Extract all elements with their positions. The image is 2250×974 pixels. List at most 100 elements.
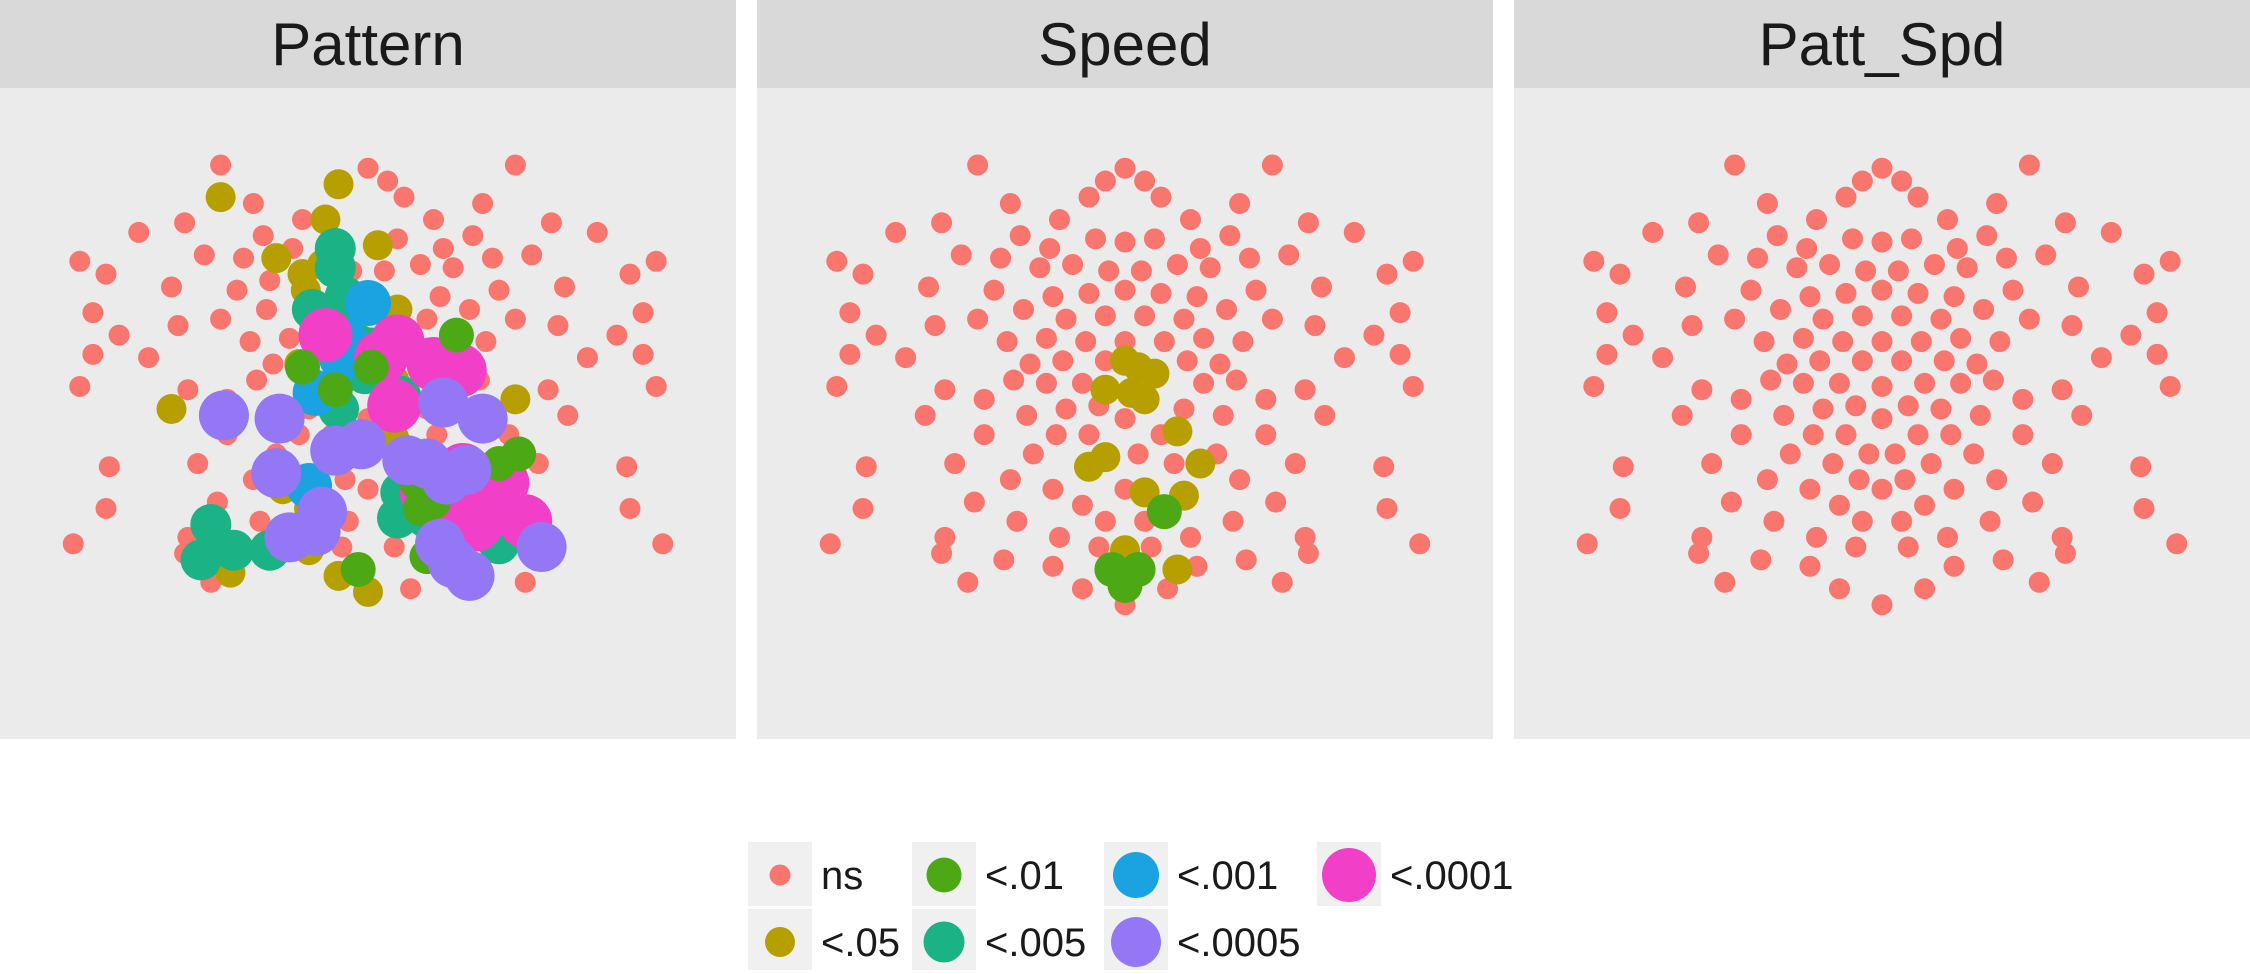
electrode-point	[373, 260, 395, 282]
electrode-point	[2054, 212, 2076, 234]
electrode-point	[167, 314, 189, 336]
electrode-point	[297, 486, 348, 537]
electrode-point	[1185, 448, 1216, 479]
electrode-point	[1078, 424, 1100, 446]
electrode-point	[1098, 260, 1120, 282]
electrode-point	[1134, 305, 1156, 327]
legend-svg: ns <.01 <.001 <.0001 <.05 <.005 <.0005	[748, 842, 1513, 970]
electrode-point	[1933, 350, 1955, 372]
electrode-point	[619, 497, 641, 519]
electrode-point	[442, 257, 464, 279]
electrode-point	[213, 529, 255, 571]
electrode-point	[2120, 324, 2142, 346]
electrode-point	[2028, 571, 2050, 593]
electrode-point	[852, 497, 874, 519]
electrode-point	[1851, 350, 1873, 372]
electrode-point	[187, 453, 209, 475]
electrode-point	[1140, 536, 1162, 558]
electrode-point	[1835, 424, 1857, 446]
electrode-point	[472, 193, 494, 215]
electrode-point	[934, 526, 956, 548]
electrode-point	[1612, 456, 1634, 478]
electrode-point	[918, 276, 939, 298]
electrode-point	[957, 571, 979, 593]
electrode-point	[1707, 244, 1729, 266]
electrode-point	[1193, 372, 1215, 394]
electrode-point	[1756, 469, 1778, 491]
electrode-point	[1088, 536, 1110, 558]
electrode-point	[1799, 555, 1821, 577]
electrode-point	[2166, 533, 2188, 555]
facet-pattern: Pattern	[0, 0, 736, 739]
electrode-point	[1858, 443, 1880, 465]
electrode-point	[1049, 209, 1070, 231]
electrode-point	[1828, 494, 1850, 516]
electrode-point	[1078, 186, 1100, 208]
electrode-point	[1146, 494, 1182, 530]
electrode-point	[406, 337, 461, 392]
electrode-point	[1871, 408, 1893, 430]
electrode-point	[82, 302, 104, 324]
electrode-point	[2041, 453, 2063, 475]
electrode-point	[1238, 247, 1260, 269]
electrode-point	[819, 533, 841, 555]
electrode-point	[1675, 276, 1696, 298]
electrode-point	[839, 343, 861, 365]
electrode-point	[1255, 424, 1277, 446]
electrode-point	[2159, 250, 2181, 272]
electrode-point	[826, 375, 848, 397]
electrode-point	[1851, 305, 1873, 327]
electrode-point	[1006, 510, 1028, 532]
electrode-point	[1950, 327, 1972, 349]
electrode-point	[1914, 578, 1936, 600]
electrode-point	[914, 404, 936, 426]
electrode-point	[1930, 308, 1952, 330]
electrode-point	[205, 182, 236, 213]
electrode-point	[1073, 451, 1104, 482]
electrode-point	[357, 157, 379, 179]
electrode-point	[292, 209, 313, 231]
electrode-point	[1297, 542, 1319, 564]
electrode-point	[1845, 395, 1867, 417]
electrode-point	[1894, 469, 1916, 491]
electrode-point	[2159, 375, 2181, 397]
electrode-point	[1284, 453, 1306, 475]
electrode-point	[1265, 491, 1287, 513]
electrode-point	[1042, 286, 1064, 308]
electrode-point	[1062, 254, 1084, 275]
electrode-point	[1127, 443, 1149, 465]
electrode-point	[1956, 257, 1978, 279]
electrode-point	[1848, 469, 1870, 491]
electrode-point	[2068, 276, 2089, 298]
electrode-point	[82, 343, 104, 365]
electrode-point	[1019, 353, 1041, 375]
electrode-point	[1055, 308, 1077, 330]
electrode-point	[895, 347, 917, 369]
electrode-point	[255, 298, 277, 320]
electrode-point	[193, 244, 215, 266]
electrode-point	[1642, 221, 1664, 243]
electrode-point	[2012, 388, 2034, 410]
electrode-point	[1078, 282, 1100, 304]
electrode-point	[310, 204, 341, 235]
electrode-point	[1871, 594, 1893, 616]
electrode-point	[1139, 358, 1170, 389]
electrode-point	[1691, 379, 1713, 401]
legend-label: ns	[821, 854, 863, 898]
electrode-point	[1914, 372, 1936, 394]
electrode-point	[1766, 225, 1788, 247]
electrode-point	[1609, 263, 1631, 285]
electrode-point	[1724, 154, 1746, 176]
electrode-point	[1943, 286, 1965, 308]
legend-key-point	[923, 921, 965, 963]
electrode-point	[1071, 494, 1093, 516]
electrode-point	[1963, 443, 1985, 465]
electrode-point	[1835, 186, 1857, 208]
electrode-point	[504, 308, 526, 330]
electrode-point	[1049, 526, 1070, 548]
electrode-point	[1003, 369, 1025, 391]
electrode-point	[1773, 404, 1795, 426]
electrode-point	[69, 375, 91, 397]
electrode-point	[1129, 384, 1160, 415]
electrode-point	[1075, 331, 1097, 353]
